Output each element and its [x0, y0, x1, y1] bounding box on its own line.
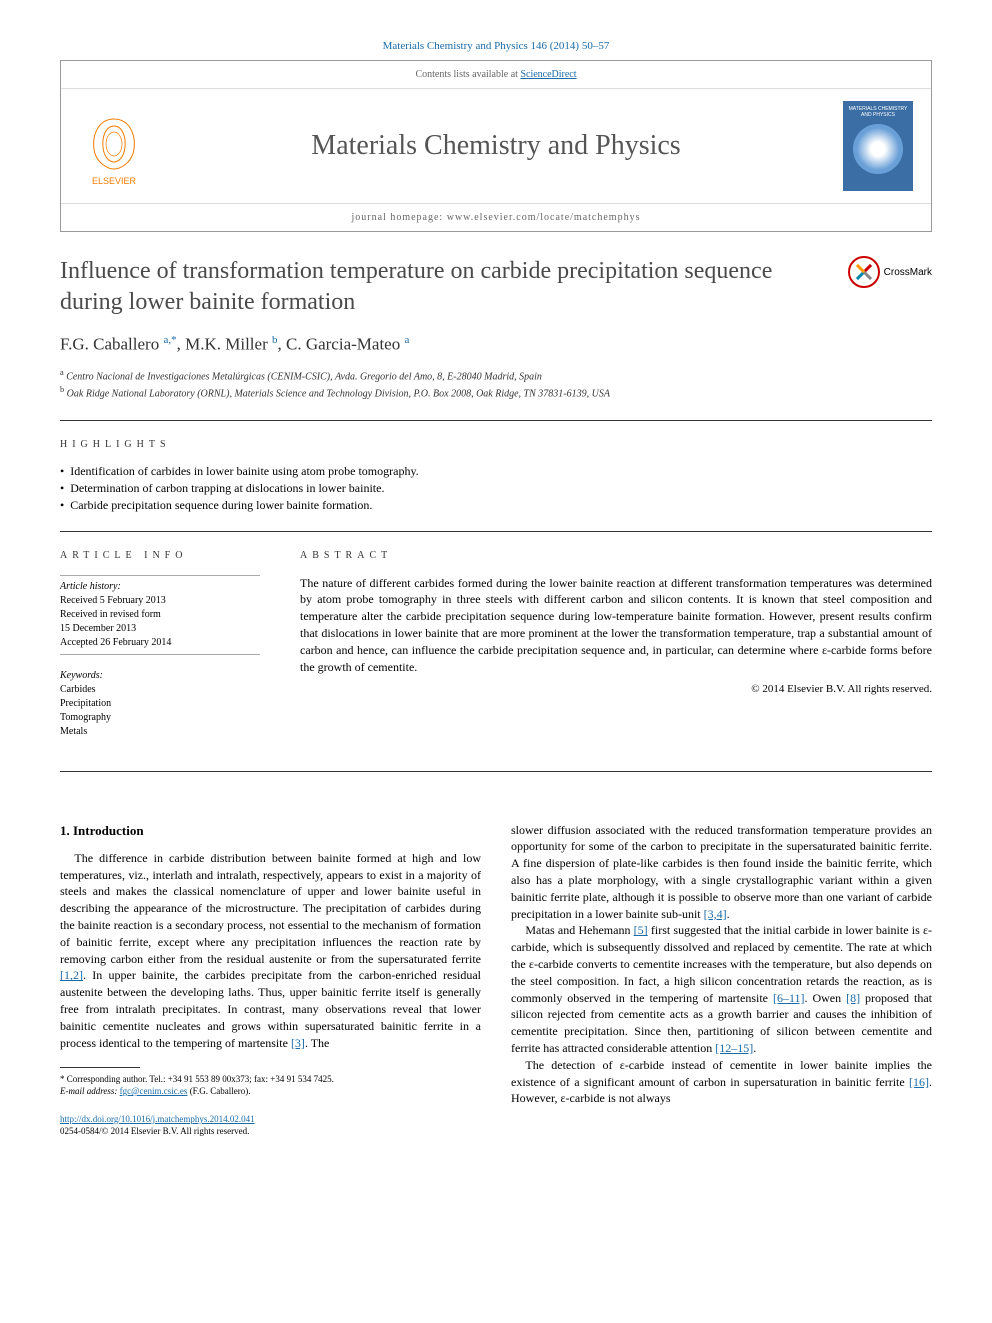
highlight-item: Carbide precipitation sequence during lo… [60, 498, 932, 513]
affiliation-a: a Centro Nacional de Investigaciones Met… [60, 367, 932, 384]
citation-link[interactable]: [5] [634, 923, 648, 937]
email-link[interactable]: fgc@cenim.csic.es [120, 1086, 188, 1096]
citation-link[interactable]: [3,4] [704, 907, 727, 921]
affiliation-b: b Oak Ridge National Laboratory (ORNL), … [60, 384, 932, 401]
footnote-text: Corresponding author. Tel.: +34 91 553 8… [67, 1074, 334, 1084]
text-run: . In upper bainite, the carbides precipi… [60, 968, 481, 1049]
article-history: Article history: Received 5 February 201… [60, 575, 260, 655]
text-run: . Owen [805, 991, 847, 1005]
authors-line: F.G. Caballero a,*, M.K. Miller b, C. Ga… [60, 334, 932, 355]
highlight-item: Identification of carbides in lower bain… [60, 464, 932, 479]
abstract-column: ABSTRACT The nature of different carbide… [300, 550, 932, 753]
section-heading: 1. Introduction [60, 822, 481, 840]
citation-link[interactable]: [12–15] [715, 1041, 753, 1055]
citation-link[interactable]: [1,2] [60, 968, 83, 982]
text-run: . [727, 907, 730, 921]
affiliations: a Centro Nacional de Investigaciones Met… [60, 367, 932, 402]
history-line: 15 December 2013 [60, 622, 260, 636]
abstract-text: The nature of different carbides formed … [300, 575, 932, 676]
text-run: The difference in carbide distribution b… [60, 851, 481, 966]
highlight-item: Determination of carbon trapping at disl… [60, 481, 932, 496]
column-right: slower diffusion associated with the red… [511, 822, 932, 1138]
footnote-marker: * [60, 1074, 67, 1084]
citation-link[interactable]: [8] [846, 991, 860, 1005]
body-text: 1. Introduction The difference in carbid… [60, 822, 932, 1138]
history-label: Article history: [60, 580, 260, 594]
doi-block: http://dx.doi.org/10.1016/j.matchemphys.… [60, 1114, 481, 1137]
journal-cover-thumbnail: MATERIALS CHEMISTRY AND PHYSICS [843, 101, 913, 191]
highlights-section: HIGHLIGHTS Identification of carbides in… [60, 439, 932, 513]
cover-image [853, 124, 903, 174]
history-line: Received 5 February 2013 [60, 594, 260, 608]
elsevier-label: ELSEVIER [92, 176, 136, 186]
homepage-prefix: journal homepage: [352, 212, 447, 223]
contents-prefix: Contents lists available at [415, 69, 520, 80]
text-run: . The [305, 1036, 329, 1050]
history-line: Accepted 26 February 2014 [60, 636, 260, 650]
article-info-column: ARTICLE INFO Article history: Received 5… [60, 550, 260, 753]
affiliation-text: Oak Ridge National Laboratory (ORNL), Ma… [67, 389, 610, 400]
keyword: Tomography [60, 711, 260, 725]
homepage-line: journal homepage: www.elsevier.com/locat… [61, 203, 931, 231]
article-title: Influence of transformation temperature … [60, 256, 828, 318]
keywords-label: Keywords: [60, 669, 260, 683]
crossmark-label: CrossMark [884, 267, 932, 278]
keyword: Precipitation [60, 697, 260, 711]
elsevier-logo: ELSEVIER [79, 106, 149, 186]
column-left: 1. Introduction The difference in carbid… [60, 822, 481, 1138]
citation-link[interactable]: [6–11] [773, 991, 805, 1005]
contents-list-line: Contents lists available at ScienceDirec… [61, 61, 931, 89]
citation-link[interactable]: [3] [291, 1036, 305, 1050]
text-run: Matas and Hehemann [525, 923, 633, 937]
corresponding-author-footnote: * Corresponding author. Tel.: +34 91 553… [60, 1074, 481, 1097]
keywords-block: Keywords: Carbides Precipitation Tomogra… [60, 669, 260, 739]
keyword: Carbides [60, 683, 260, 697]
journal-header: Contents lists available at ScienceDirec… [60, 60, 932, 232]
abstract-label: ABSTRACT [300, 550, 932, 561]
issn-copyright: 0254-0584/© 2014 Elsevier B.V. All right… [60, 1126, 249, 1136]
homepage-url[interactable]: www.elsevier.com/locate/matchemphys [447, 212, 641, 223]
keyword: Metals [60, 725, 260, 739]
article-info-label: ARTICLE INFO [60, 550, 260, 561]
doi-link[interactable]: http://dx.doi.org/10.1016/j.matchemphys.… [60, 1114, 255, 1124]
journal-title: Materials Chemistry and Physics [149, 130, 843, 162]
crossmark-badge[interactable]: CrossMark [848, 256, 932, 288]
body-paragraph: Matas and Hehemann [5] first suggested t… [511, 922, 932, 1056]
body-paragraph: slower diffusion associated with the red… [511, 822, 932, 923]
highlights-label: HIGHLIGHTS [60, 439, 932, 450]
text-run: The detection of ε-carbide instead of ce… [511, 1058, 932, 1089]
citation-link[interactable]: [16] [909, 1075, 929, 1089]
footnote-name: (F.G. Caballero). [187, 1086, 250, 1096]
email-label: E-mail address: [60, 1086, 120, 1096]
text-run: . [753, 1041, 756, 1055]
cover-title: MATERIALS CHEMISTRY AND PHYSICS [847, 107, 909, 118]
abstract-copyright: © 2014 Elsevier B.V. All rights reserved… [300, 683, 932, 695]
affiliation-text: Centro Nacional de Investigaciones Metal… [66, 371, 542, 382]
sciencedirect-link[interactable]: ScienceDirect [520, 69, 576, 80]
citation-line: Materials Chemistry and Physics 146 (201… [60, 40, 932, 52]
crossmark-icon [848, 256, 880, 288]
history-line: Received in revised form [60, 608, 260, 622]
body-paragraph: The difference in carbide distribution b… [60, 850, 481, 1052]
body-paragraph: The detection of ε-carbide instead of ce… [511, 1057, 932, 1107]
